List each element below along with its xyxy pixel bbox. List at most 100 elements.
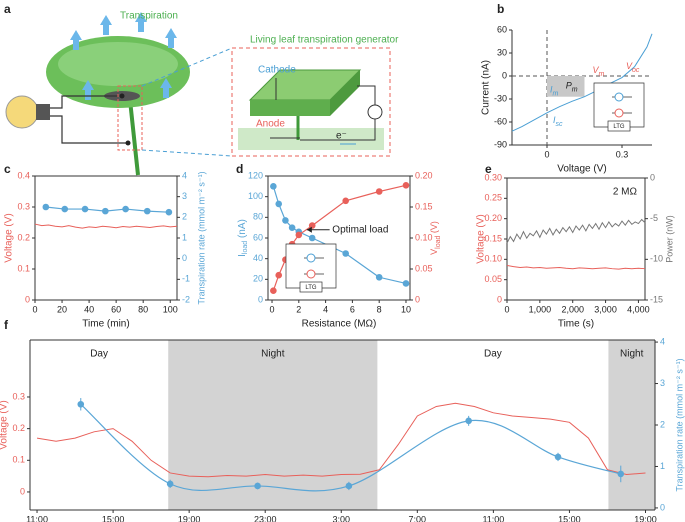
wire [50,95,128,144]
transpiration-label: Transpiration [120,11,178,22]
leaf-block-side [330,70,360,116]
detail-box [231,47,391,157]
bulb [5,95,39,129]
stem [128,99,140,176]
y2-axis-label: Power (nW) [664,215,674,263]
y2-tick-label: 0.15 [415,201,433,211]
x-tick-label: 0.3 [616,149,629,159]
zoom-lines [141,47,233,157]
period-label: Night [261,349,285,360]
x-tick-label: 10 [401,304,411,314]
y-tick-label: 100 [248,191,263,201]
x-tick-label: 6 [350,304,355,314]
generator-title: Living leaf transpiration generator [250,35,399,46]
period-label: Day [484,349,502,360]
data-point [295,231,303,239]
meter [367,104,383,120]
data-point [342,250,349,257]
y-axis-label-part: load [242,241,249,254]
y-tick-label: 0.05 [484,274,502,284]
night-band [608,340,655,510]
y-axis-label: Voltage (V) [4,213,15,262]
y2-tick-label: 3 [660,378,665,388]
y-tick-label: 0.3 [12,391,25,401]
series-line [506,264,646,270]
arrow [165,28,177,48]
data-point [275,200,283,208]
y-axis-label: Voltage (V) [0,400,10,449]
data-point [345,482,353,490]
y-tick-label: 60 [497,24,507,34]
y-tick-label: 0.2 [12,423,25,433]
y2-tick-label: 4 [182,170,187,180]
y-axis-label-part: I [237,254,248,257]
data-point [102,207,109,215]
y-tick-label: 0.30 [484,172,502,182]
y2-tick-label: 0.05 [415,263,433,273]
data-point [143,207,151,215]
y-tick-label: 60 [253,232,263,242]
y2-tick-label: 4 [660,336,665,346]
y2-tick-label: -10 [650,254,663,264]
x-tick-label: 2 [296,304,301,314]
y2-tick-label: -5 [650,213,658,223]
data-point [77,400,85,408]
zoom-box [117,85,143,151]
y-tick-label: 120 [248,170,263,180]
y-tick-label: -60 [494,116,507,126]
curve-annotation-part: P [566,81,572,91]
data-point [81,205,89,213]
data-point [617,470,625,478]
y2-tick-label: 0 [182,253,187,263]
y-tick-label: 0.10 [484,254,502,264]
y2-tick-label: 0.10 [415,232,433,242]
curve-annotation: Im [550,85,559,98]
leaf-block-front [250,100,330,116]
panel-label: a [4,2,11,16]
x-tick-label: 60 [111,304,121,314]
arrow [100,15,112,35]
arrow [135,12,147,32]
x-tick-label: 0 [504,304,509,314]
panel-label: c [4,162,11,176]
data-point [375,273,383,281]
y2-tick-label: 3 [182,191,187,201]
data-point [308,234,316,242]
y-tick-label: 0 [497,294,502,304]
inset-label: LTG [305,285,317,291]
y-tick-label: 30 [497,47,507,57]
curve-annotation-part: m [599,71,605,78]
y-tick-label: 20 [253,274,263,284]
ground [238,128,384,150]
data-point [402,182,410,189]
y-axis-label: Voltage (V) [476,214,487,263]
x-tick-label: 2,000 [561,304,584,314]
curve-annotation: Pm [566,81,578,94]
x-tick-label: 40 [84,304,94,314]
x-tick-label: 19:00 [178,514,201,522]
x-axis-label: Voltage (V) [557,164,606,175]
panel-label: f [4,318,9,332]
inset-box [607,120,631,132]
y-tick-label: 0.15 [484,233,502,243]
electron-label: e⁻ [336,131,347,142]
data-point [282,217,289,224]
inset-circuit [593,82,645,128]
node [125,140,131,146]
leaf-top [58,42,178,86]
period-label: Night [620,349,644,360]
curve-annotation-part: sc [556,121,564,128]
node [119,93,125,99]
max-power-area [547,76,585,97]
x-tick-label: 80 [138,304,148,314]
data-point [165,208,173,216]
data-point [288,224,296,231]
curve-annotation-part: oc [632,67,640,74]
arrow [160,78,172,98]
y2-tick-label: 2 [182,212,187,222]
x-tick-label: 3,000 [594,304,617,314]
data-point [375,188,383,195]
y-tick-label: 0.2 [17,232,30,242]
panel-label: b [497,2,504,16]
y-tick-label: 0 [25,294,30,304]
